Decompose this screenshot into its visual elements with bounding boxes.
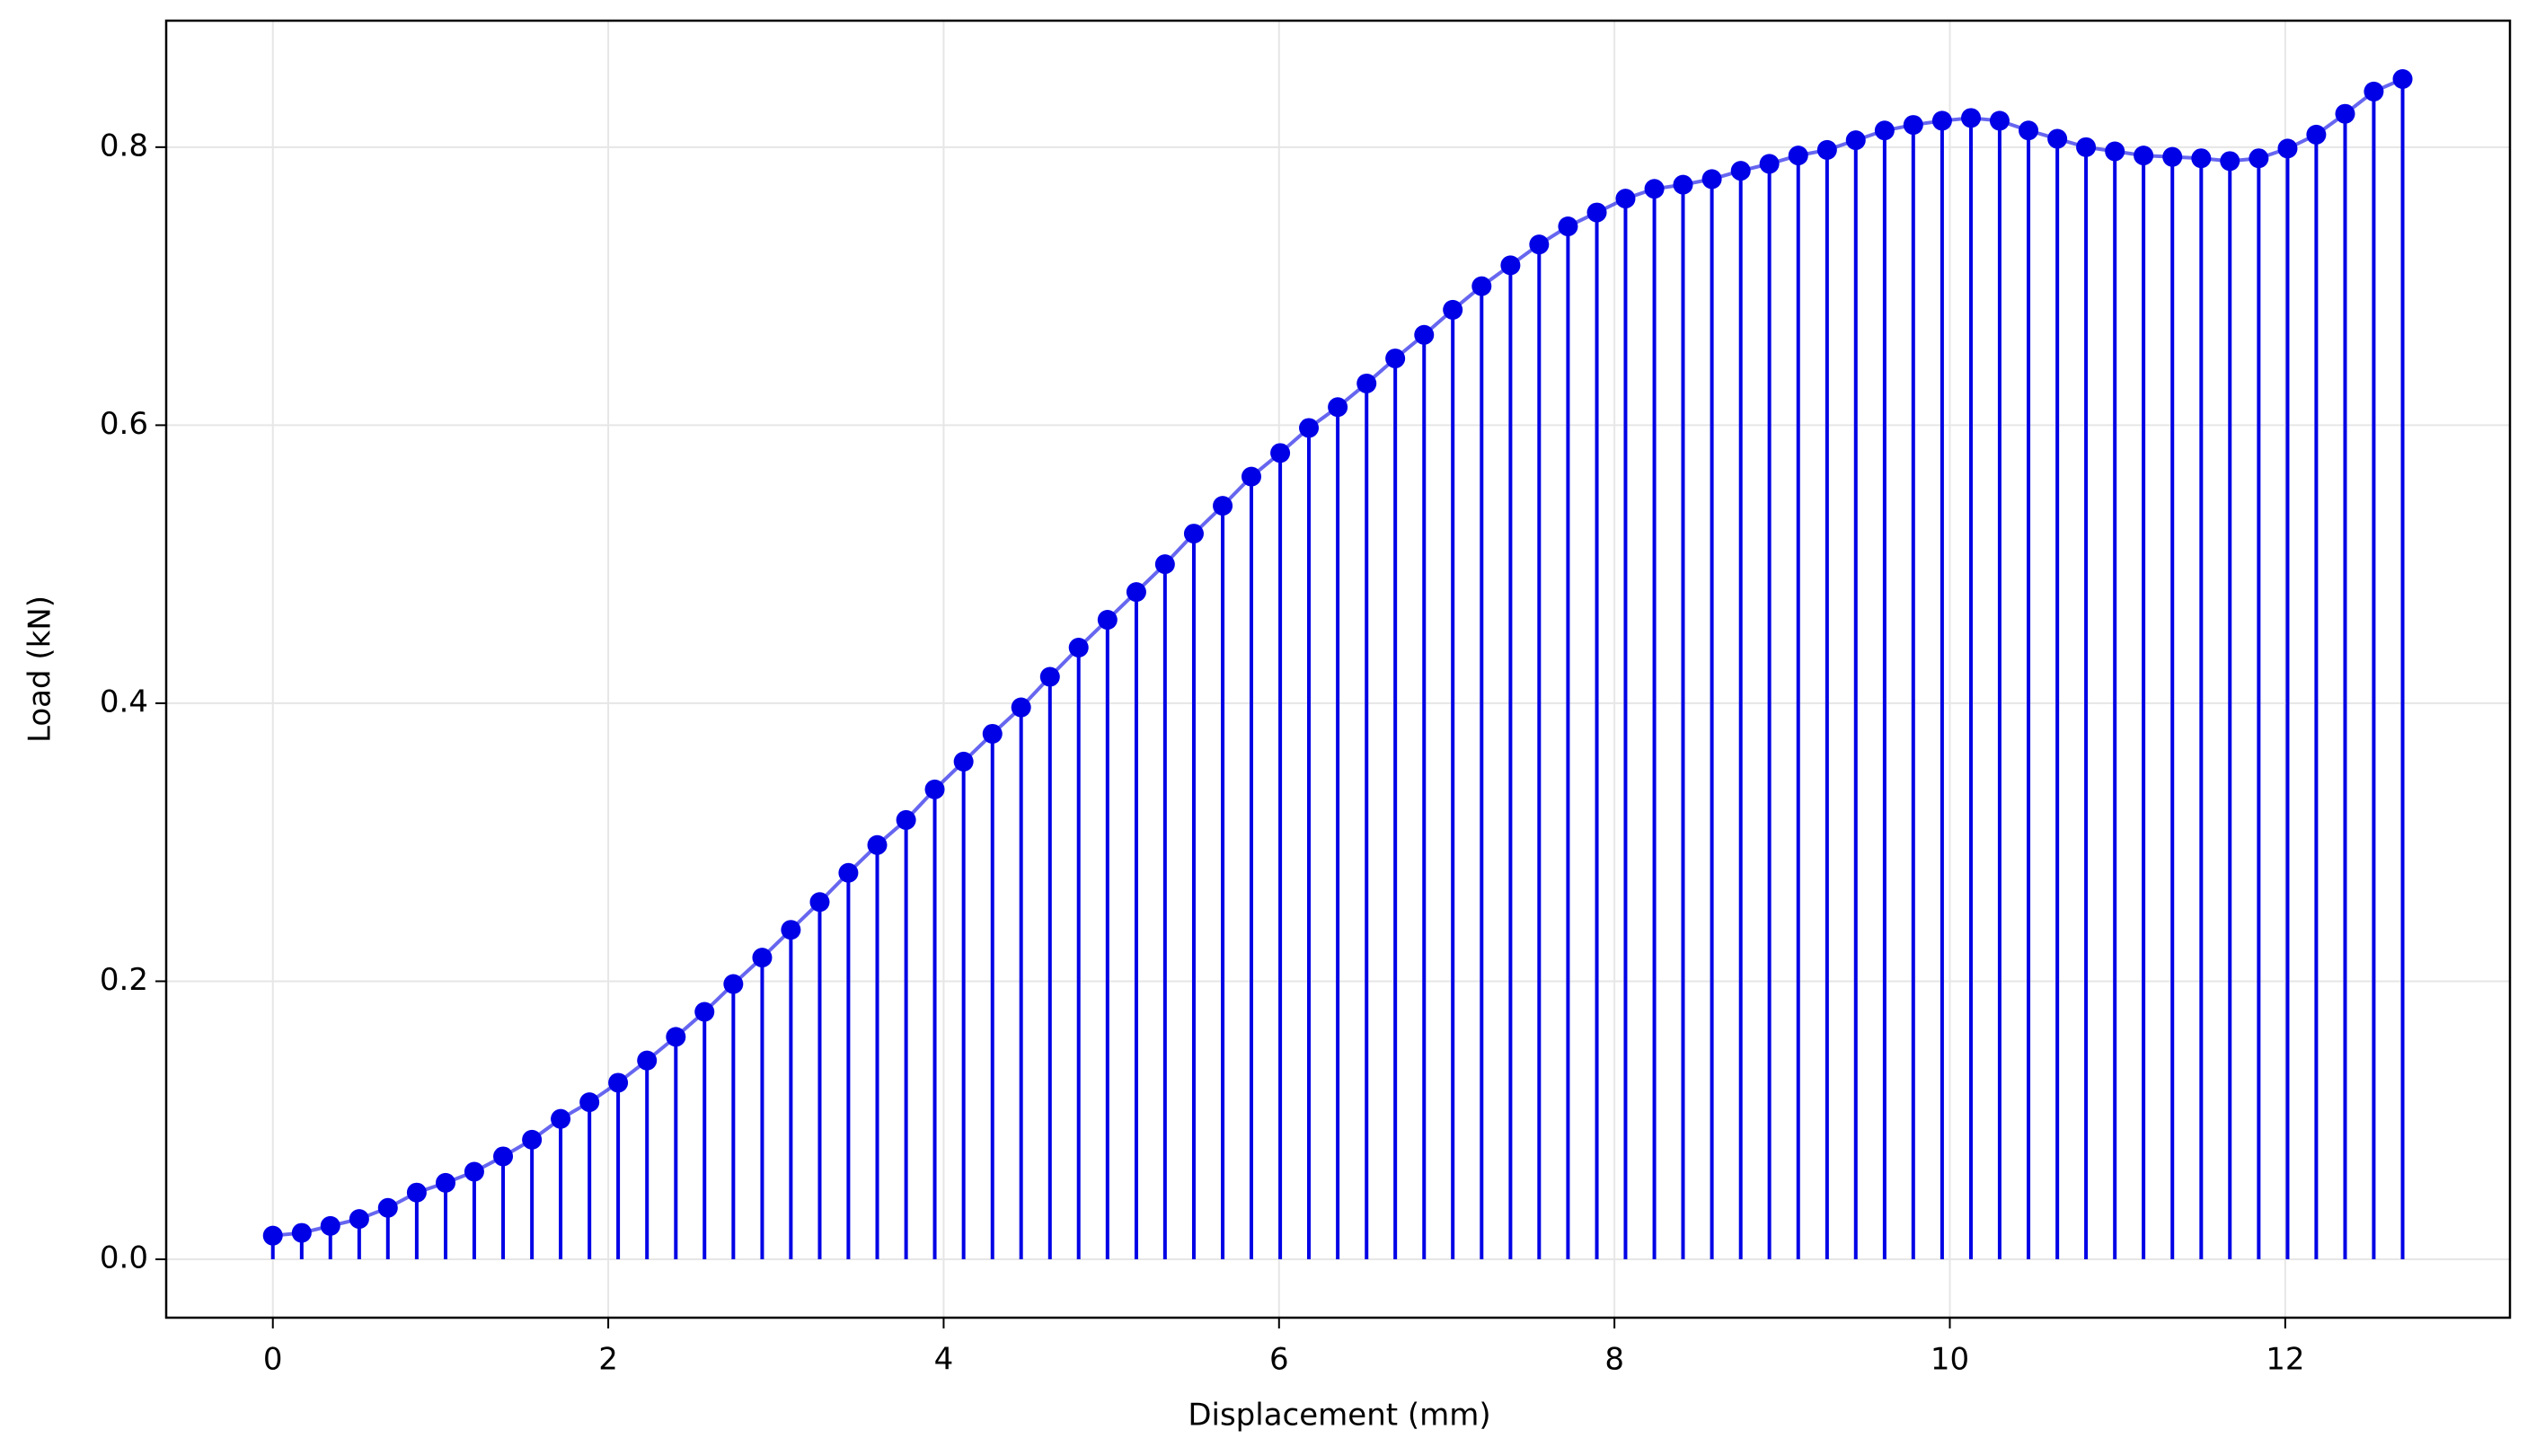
marker [1241,466,1261,487]
marker [1500,255,1521,276]
marker [1673,174,1693,195]
marker [1730,161,1751,181]
marker [320,1215,340,1236]
marker [1874,120,1895,141]
marker [1701,169,1722,190]
x-axis-label: Displacement (mm) [1188,1398,1490,1434]
marker [608,1072,629,1093]
marker [781,920,801,940]
marker [1529,234,1550,255]
marker [1270,443,1291,463]
marker [2220,151,2240,172]
x-tick-label: 4 [934,1342,954,1378]
marker [1759,154,1780,174]
marker [2105,141,2125,162]
y-tick-label: 0.4 [100,684,148,719]
y-tick-label: 0.2 [100,962,148,998]
marker [1931,110,1952,131]
marker [349,1209,369,1230]
y-tick-label: 0.0 [100,1240,148,1275]
marker [1788,146,1808,166]
marker [1097,610,1118,631]
marker [2191,148,2212,169]
marker [1328,397,1348,418]
marker [1183,524,1204,544]
marker [2277,138,2298,159]
marker [1845,130,1866,151]
marker [637,1050,658,1071]
marker [262,1225,283,1246]
x-tick-label: 0 [263,1342,283,1378]
marker [694,1002,715,1022]
x-tick-label: 12 [2266,1342,2304,1378]
marker [896,809,916,830]
marker [2162,146,2183,167]
marker [1213,496,1233,516]
marker [723,974,744,994]
marker [1039,666,1060,687]
marker [551,1108,571,1129]
marker [666,1027,686,1047]
marker [2134,146,2154,166]
marker [1903,115,1923,136]
marker [838,862,859,883]
marker [1816,139,1837,160]
marker [1615,189,1636,209]
marker [2249,148,2269,169]
y-axis-label: Load (kN) [22,596,58,743]
marker [522,1129,543,1150]
marker [809,892,830,913]
marker [1126,582,1146,603]
plot-frame [164,19,2512,1319]
marker [1586,202,1607,223]
marker [867,834,888,855]
marker [464,1161,484,1182]
marker [953,751,974,772]
marker [1356,373,1377,393]
marker [1644,179,1665,199]
marker [291,1222,312,1243]
x-tick-label: 10 [1931,1342,1969,1378]
marker [1471,276,1492,296]
marker [2392,69,2413,90]
x-tick-label: 6 [1269,1342,1289,1378]
marker [1989,110,2010,131]
marker [924,779,945,799]
marker [2047,128,2068,149]
marker [1299,418,1320,438]
x-tick-label: 8 [1604,1342,1624,1378]
marker [1961,108,1982,128]
marker [579,1092,600,1113]
y-tick-label: 0.8 [100,128,148,163]
marker [1414,324,1435,345]
marker [2306,124,2327,145]
marker [1558,216,1578,237]
marker [1154,554,1175,575]
marker [493,1146,514,1167]
marker [2076,137,2097,157]
marker [2364,81,2384,101]
marker [436,1172,456,1193]
marker [1443,299,1463,320]
marker [377,1197,398,1218]
marker [2335,103,2355,124]
marker [2019,120,2039,141]
marker [406,1182,427,1203]
marker [1068,638,1089,658]
marker [1385,349,1406,369]
marker [1011,697,1031,718]
y-tick-label: 0.6 [100,406,148,442]
x-tick-label: 2 [598,1342,618,1378]
marker [982,723,1003,744]
marker [752,948,773,968]
